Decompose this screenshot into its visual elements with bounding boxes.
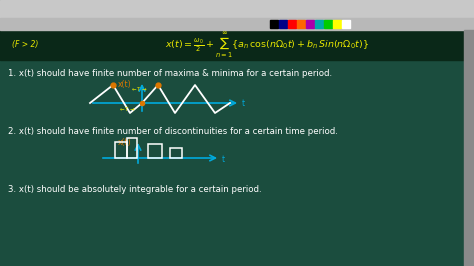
Text: $\leftarrow$T$\rightarrow$: $\leftarrow$T$\rightarrow$ xyxy=(130,85,147,93)
Bar xyxy=(297,20,305,28)
Bar xyxy=(342,20,350,28)
Text: $\mathit{x(t) = \frac{\omega_0}{2} + \sum_{n=1}^{\infty}\{a_n\,\cos(n\Omega_0 t): $\mathit{x(t) = \frac{\omega_0}{2} + \su… xyxy=(165,30,369,60)
Bar xyxy=(115,142,127,158)
Bar xyxy=(324,20,332,28)
Text: 3. x(t) should be absolutely integrable for a certain period.: 3. x(t) should be absolutely integrable … xyxy=(8,185,262,194)
Bar xyxy=(315,20,323,28)
Bar xyxy=(0,30,464,60)
Bar xyxy=(0,0,474,18)
Text: 2. x(t) should have finite number of discontinuities for a certain time period.: 2. x(t) should have finite number of dis… xyxy=(8,127,338,135)
Bar xyxy=(288,20,296,28)
Bar xyxy=(333,20,341,28)
Text: x(t): x(t) xyxy=(118,138,132,147)
Text: $\leftarrow$T$\rightarrow$: $\leftarrow$T$\rightarrow$ xyxy=(118,105,136,113)
Bar xyxy=(127,138,137,158)
Text: x(t): x(t) xyxy=(118,80,132,89)
Text: t: t xyxy=(242,99,245,109)
Text: (F > 2): (F > 2) xyxy=(12,40,38,49)
Bar xyxy=(148,144,162,158)
Bar xyxy=(0,18,474,30)
Text: 1. x(t) should have finite number of maxima & minima for a certain period.: 1. x(t) should have finite number of max… xyxy=(8,69,332,77)
Text: t: t xyxy=(222,155,225,164)
Bar xyxy=(306,20,314,28)
Bar xyxy=(279,20,287,28)
Bar xyxy=(464,30,474,266)
Bar xyxy=(270,20,278,28)
Bar xyxy=(170,148,182,158)
